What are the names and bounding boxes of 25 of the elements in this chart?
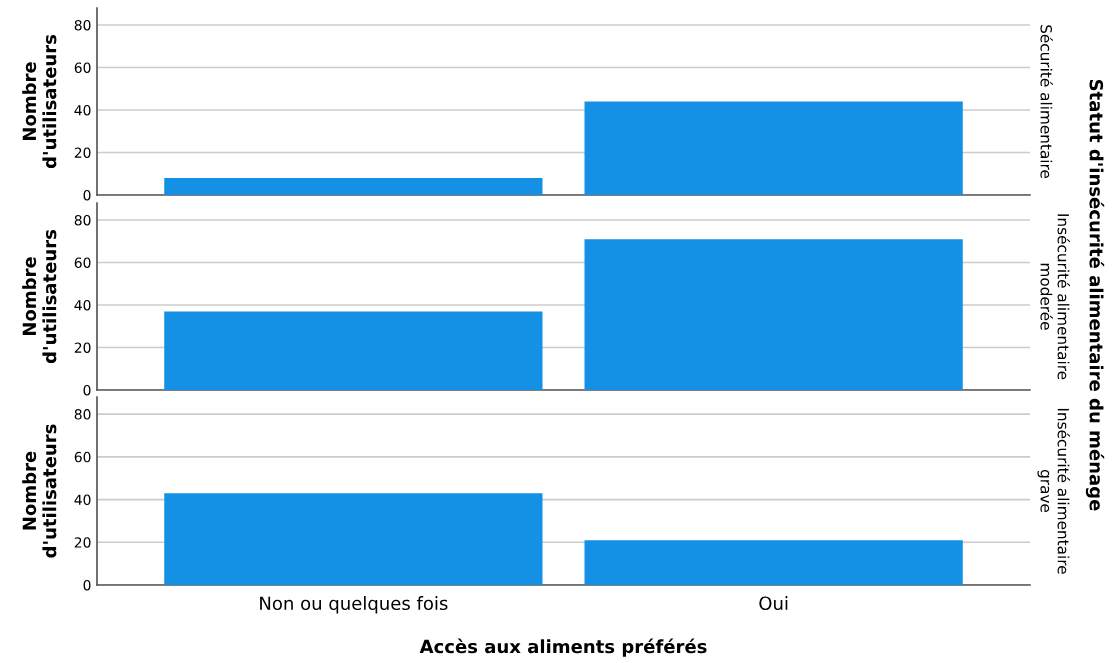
x-axis-title: Accès aux aliments préférés (419, 638, 707, 657)
x-tick-label: Non ou quelques fois (260, 596, 448, 614)
y-tick-label: 80 (74, 214, 91, 226)
y2-axis-title: Insécurité alimentaire moderée (1040, 214, 1070, 380)
y-tick-label: 80 (74, 19, 91, 31)
y-tick-label: 0 (83, 384, 91, 396)
y-tick-label: 0 (83, 579, 91, 591)
y-tick-label: 60 (74, 62, 91, 73)
y-axis-title: Nombre d'utilisateurs (22, 229, 57, 364)
y-axis-title: Nombre d'utilisateurs (22, 424, 57, 558)
y2-axis-title: Insécurité alimentaire grave (1037, 408, 1070, 574)
y-tick-label: 60 (74, 257, 91, 268)
y2-axis-title: Sécurité alimentaire (1040, 25, 1053, 179)
y-tick-label: 40 (74, 494, 91, 506)
y-tick-label: 40 (74, 299, 91, 311)
x-tick-label: Oui (759, 596, 788, 611)
y-tick-label: 20 (74, 147, 91, 158)
y-tick-label: 60 (74, 451, 91, 463)
y-axis-title: Nombre d'utilisateurs (22, 34, 57, 169)
y-tick-label: 40 (74, 104, 91, 116)
y-tick-label: 80 (74, 409, 91, 420)
y-tick-label: 20 (74, 342, 91, 353)
y-tick-label: 0 (83, 189, 91, 201)
text: Statut d'insécurité alimentaire du ménage (1085, 79, 1105, 511)
y-tick-label: 20 (74, 537, 91, 548)
